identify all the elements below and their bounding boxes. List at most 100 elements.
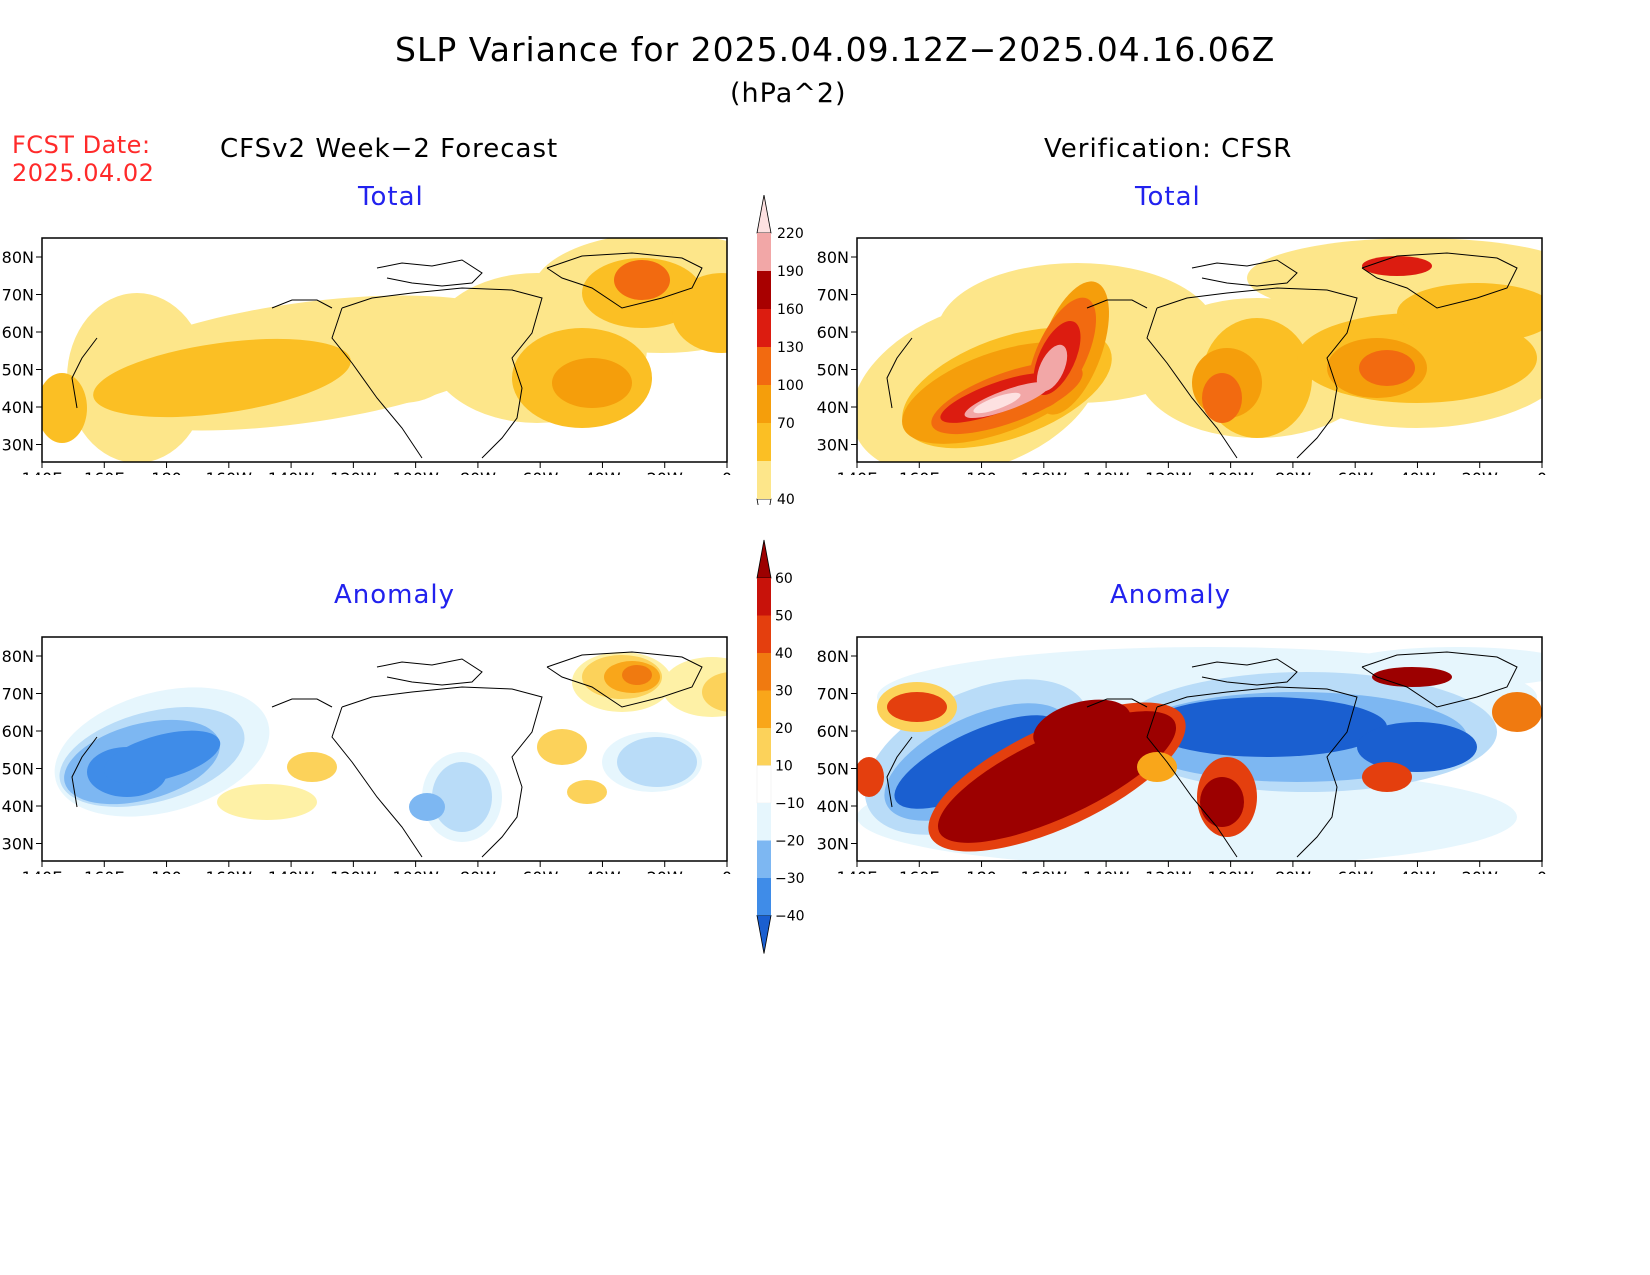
lat-label: 60N: [817, 722, 849, 741]
colorbar-label: 60: [775, 571, 793, 587]
contour-region: [973, 392, 1021, 414]
lon-label: 160W: [206, 469, 253, 475]
lat-label: 50N: [817, 760, 849, 779]
lon-label: 140W: [268, 868, 315, 874]
contour-region: [93, 338, 351, 418]
coastline: [1146, 307, 1238, 459]
lon-label: 160W: [206, 868, 253, 874]
coastline: [331, 307, 423, 459]
lon-label: 20W: [647, 868, 683, 874]
coastline: [1541, 825, 1542, 827]
colorbar-swatch: [757, 461, 771, 499]
lon-label: 100W: [392, 868, 439, 874]
contour-region: [103, 730, 221, 784]
contour-region: [567, 780, 607, 804]
lat-label: 50N: [2, 361, 34, 380]
coastline: [726, 825, 727, 827]
contour-region: [217, 784, 317, 820]
lon-label: 100W: [1207, 868, 1254, 874]
colorbar-end-triangle: [756, 539, 772, 579]
panel-title-verification-total: Total: [1135, 182, 1201, 212]
contour-region: [1357, 722, 1477, 772]
contour-region: [1372, 667, 1452, 687]
colorbar-label: 10: [775, 759, 793, 775]
lat-label: 70N: [2, 685, 34, 704]
contour-region: [1200, 777, 1244, 827]
lat-label: 80N: [2, 248, 34, 267]
fcst-date-value: 2025.04.02: [12, 159, 155, 187]
colorbar-label: −20: [775, 834, 805, 850]
contour-region: [1036, 344, 1068, 392]
lat-label: 80N: [817, 248, 849, 267]
coastline: [546, 252, 703, 309]
coastline: [331, 706, 423, 858]
lon-label: 160E: [899, 868, 940, 874]
coastline: [341, 686, 543, 858]
coastline-layer: [886, 252, 1542, 459]
panel-title-verification-anomaly: Anomaly: [1110, 580, 1232, 610]
lat-label: 30N: [2, 835, 34, 854]
forecast-column-heading: CFSv2 Week−2 Forecast: [220, 134, 559, 164]
lon-label: 180: [966, 868, 997, 874]
colorbar-total: 40 70 100 130 160 190 220: [756, 195, 804, 505]
coastline: [341, 287, 543, 459]
colorbar-label: 100: [777, 378, 804, 394]
colorbar-swatch: [757, 233, 771, 271]
lon-label: 140E: [22, 469, 63, 475]
coastline: [1541, 426, 1542, 428]
lat-label: 40N: [2, 398, 34, 417]
contour-region: [409, 793, 445, 821]
map-frame: [41, 237, 728, 463]
lon-label: 0: [722, 868, 732, 874]
lon-label: 0: [1537, 469, 1547, 475]
coastline: [1156, 686, 1358, 858]
coastline: [886, 736, 913, 808]
lon-label: 120W: [1145, 469, 1192, 475]
contour-region: [937, 711, 1177, 843]
map-panel-forecast-anomaly: 80N 70N 60N 50N 40N 30N 140E 160E 180 160W 140W 120…: [0, 624, 735, 874]
coastline: [1156, 287, 1358, 459]
lon-label: 40W: [584, 469, 620, 475]
colorbar-label: 70: [777, 416, 795, 432]
panel-title-forecast-total: Total: [358, 182, 424, 212]
contour-region: [42, 373, 87, 443]
colorbar-swatch: [757, 271, 771, 309]
lon-label: 140E: [837, 469, 878, 475]
colorbar-swatch: [757, 840, 771, 878]
map-panel-verification-total: 80N 70N 60N 50N 40N 30N 140E 160E 180 160W 140W 120…: [815, 225, 1550, 475]
lat-label: 40N: [817, 797, 849, 816]
coastline: [886, 337, 913, 409]
contour-region: [887, 692, 947, 722]
panel-title-forecast-anomaly: Anomaly: [334, 580, 456, 610]
map-frame: [41, 636, 728, 862]
coastline: [376, 658, 483, 686]
lon-label: 100W: [392, 469, 439, 475]
colorbar-label: 190: [777, 264, 804, 280]
coastline: [1086, 299, 1148, 309]
contour-fill-layer: [42, 238, 727, 462]
lon-label: 160E: [84, 469, 125, 475]
contour-region: [1492, 692, 1542, 732]
map-frame: [856, 636, 1543, 862]
fcst-date-label: FCST Date:: [12, 131, 151, 159]
colorbar-label: −30: [775, 871, 805, 887]
coastline: [1191, 658, 1298, 686]
coastline-layer: [71, 651, 727, 858]
coastline: [376, 259, 483, 287]
lat-label: 30N: [817, 835, 849, 854]
lat-label: 80N: [2, 647, 34, 666]
colorbar-label: 50: [775, 609, 793, 625]
map-panel-forecast-total: 80N 70N 60N 50N 40N 30N 140E 160E 180 160W 140W 120…: [0, 225, 735, 475]
lon-label: 140E: [837, 868, 878, 874]
colorbar-swatch: [757, 578, 771, 616]
lon-label: 160W: [1021, 868, 1068, 874]
coastline: [1361, 651, 1518, 708]
lat-label: 70N: [2, 286, 34, 305]
coastline: [546, 651, 703, 708]
lon-label: 0: [722, 469, 732, 475]
colorbar-swatch: [757, 423, 771, 461]
lat-label: 30N: [2, 436, 34, 455]
lon-label: 60W: [1337, 469, 1373, 475]
contour-region: [1362, 762, 1412, 792]
contour-region: [1033, 699, 1131, 755]
